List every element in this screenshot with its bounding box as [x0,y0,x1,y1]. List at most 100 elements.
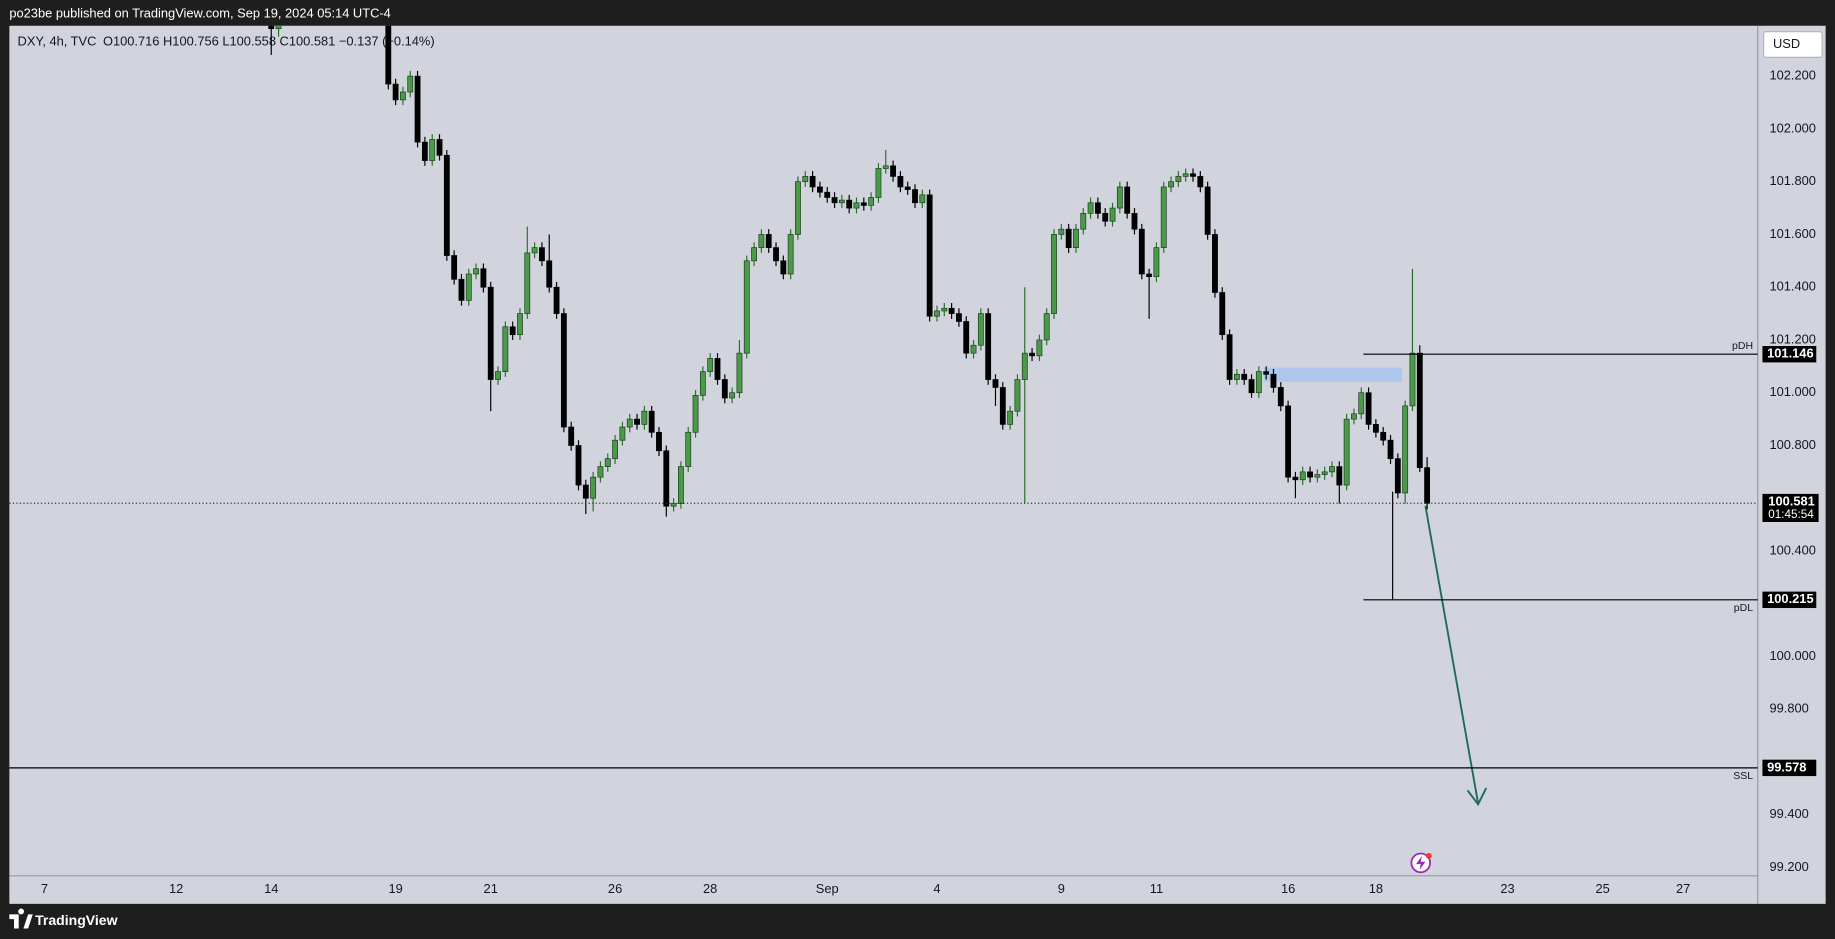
candle-body [1087,202,1094,214]
candle-body [524,252,531,314]
candle-body [1043,313,1050,341]
candle-body [985,313,992,380]
candle-body [707,358,714,372]
x-tick-label: Sep [816,881,839,896]
candle-body [1007,410,1014,425]
currency-box[interactable] [1763,31,1823,58]
candle-body [626,418,633,428]
candle-body [1365,392,1372,425]
candle-body [392,83,399,101]
candle-body [1416,352,1423,469]
level-price-box [1762,346,1817,363]
candle-body [977,313,984,346]
candle-body [531,247,538,254]
candle-body [1343,418,1350,486]
footer-brand: TradingView [35,912,117,928]
candle-body [553,286,560,314]
candle-body [443,154,450,256]
y-tick-label: 101.000 [1769,384,1815,399]
candle-body [502,326,509,372]
x-tick-label: 23 [1500,881,1514,896]
candle-body [487,286,494,380]
candle-body [648,410,655,433]
candle-body [1153,247,1160,277]
candle-body [400,91,406,101]
candle-body [1058,228,1065,235]
x-tick-label: 25 [1596,881,1610,896]
candle-body [590,476,597,499]
candle-body [934,310,940,317]
candle-body [992,379,999,388]
level-name: pDH [1732,340,1753,352]
candle-body [721,379,728,399]
currency[interactable]: USD [1773,36,1800,51]
candle-body [1424,467,1431,504]
x-tick-label: 18 [1369,881,1383,896]
candle-body [1146,273,1153,277]
candle-body [729,392,736,399]
candle-body [451,255,458,280]
candle-body [817,186,823,193]
event-bolt [1416,855,1426,870]
candle-body [509,326,516,336]
candle-body [1219,292,1226,336]
candle-body [1160,186,1167,248]
candle-body [1094,202,1101,214]
logo [9,908,33,929]
candle-body [809,176,816,188]
candle-body [787,234,794,275]
candle-body [1233,373,1240,380]
candle-body [824,191,831,198]
candle-body [539,247,545,262]
candle-body [875,168,882,198]
candle-body [1073,228,1079,248]
candle-body [480,268,487,288]
candle-body [1109,207,1116,222]
y-tick-label: 99.400 [1769,806,1808,821]
x-tick-label: 19 [388,881,402,896]
publish-header: po23be published on TradingView.com, Sep… [9,5,390,20]
candle-body [948,307,955,314]
candle-body [970,344,977,354]
candle-body [1065,228,1072,248]
candle-body [1226,334,1233,380]
arrow-head [1466,787,1488,807]
candle-body [714,358,721,380]
candle-body [1116,186,1123,209]
candle-body [1351,413,1357,420]
candle-body [568,426,575,446]
x-tick-label: 26 [608,881,622,896]
candle-body [692,395,699,433]
candle-body [414,75,421,143]
candle-body [1329,466,1335,473]
chart-area [9,25,1826,904]
candle-body [919,194,926,204]
candle-body [678,466,684,504]
candle-body [1014,379,1021,412]
candle-body [1175,176,1182,183]
y-tick-label: 100.800 [1769,437,1815,452]
candle-body [780,260,787,275]
x-tick-label: 27 [1676,881,1690,896]
y-tick-label: 100.000 [1769,648,1815,663]
level-price: 101.146 [1767,346,1813,361]
candle-body [882,165,889,169]
x-tick-label: 11 [1150,881,1163,896]
y-tick-label: 101.400 [1769,279,1815,294]
candle-body [765,234,772,248]
candle-body [773,247,779,262]
candle-body [1204,186,1211,235]
y-tick-label: 100.400 [1769,542,1815,557]
candle-body [699,371,706,396]
candle-body [941,307,948,312]
candle-body [619,426,626,441]
candle-body [641,410,648,425]
candle-body [1197,176,1204,188]
candle-body [582,484,589,499]
symbol-info: DXY, 4h, TVC [18,34,97,49]
candle-body [458,278,465,301]
y-tick-label: 101.800 [1769,173,1815,188]
level-name: pDL [1734,602,1753,614]
candle-body [385,25,392,85]
candle-body [1314,474,1321,478]
